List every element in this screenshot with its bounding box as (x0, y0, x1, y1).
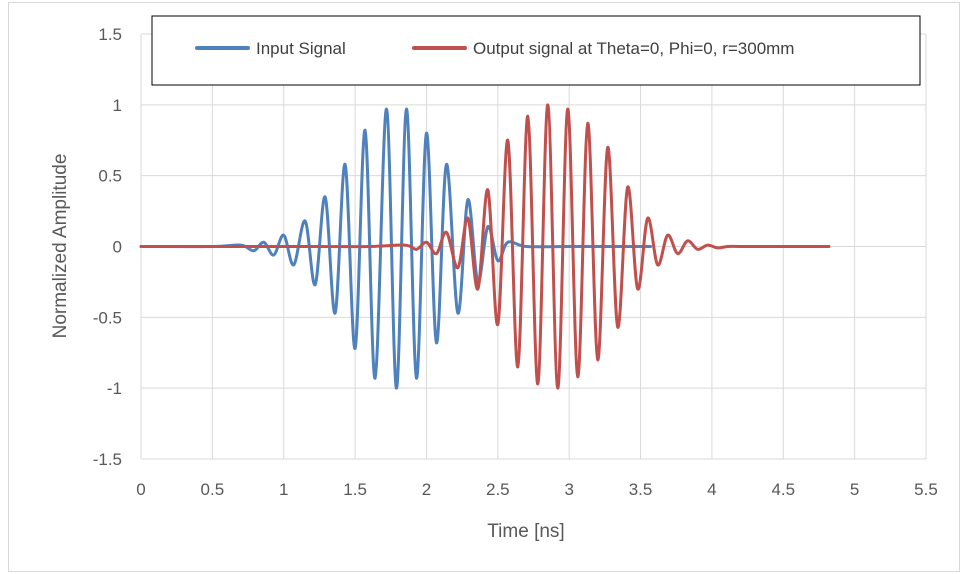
x-tick-label: 2.5 (486, 480, 510, 499)
legend-label-input-signal: Input Signal (256, 39, 346, 58)
y-axis-title: Normalized Amplitude (50, 154, 71, 339)
x-tick-label: 1 (279, 480, 288, 499)
legend-label-output-signal: Output signal at Theta=0, Phi=0, r=300mm (473, 39, 794, 58)
series-lines (139, 103, 831, 390)
x-tick-labels: 0 0.5 1 1.5 2 2.5 3 3.5 4 4.5 5 5.5 (136, 480, 938, 499)
y-tick-label: 1 (113, 96, 122, 115)
y-tick-label: 0.5 (98, 167, 122, 186)
x-tick-label: 0 (136, 480, 145, 499)
y-tick-labels: -1.5 -1 -0.5 0 0.5 1 1.5 (93, 25, 122, 469)
y-tick-label: -0.5 (93, 308, 122, 327)
x-tick-label: 5 (850, 480, 859, 499)
x-tick-label: 2 (422, 480, 431, 499)
x-tick-label: 1.5 (343, 480, 367, 499)
x-tick-label: 3 (564, 480, 573, 499)
x-tick-label: 4.5 (771, 480, 795, 499)
chart-frame (8, 2, 960, 572)
y-tick-label: -1 (107, 379, 122, 398)
legend-box (151, 15, 921, 86)
x-tick-label: 5.5 (914, 480, 938, 499)
x-axis-title: Time [ns] (487, 521, 564, 542)
x-tick-label: 4 (707, 480, 716, 499)
y-tick-label: 1.5 (98, 25, 122, 44)
series-line-output-signal (139, 103, 831, 390)
y-tick-label: 0 (113, 238, 122, 257)
x-tick-label: 3.5 (629, 480, 653, 499)
y-tick-label: -1.5 (93, 450, 122, 469)
series-line-input-signal (139, 107, 653, 390)
x-tick-label: 0.5 (201, 480, 225, 499)
legend: Input Signal Output signal at Theta=0, P… (151, 15, 921, 86)
